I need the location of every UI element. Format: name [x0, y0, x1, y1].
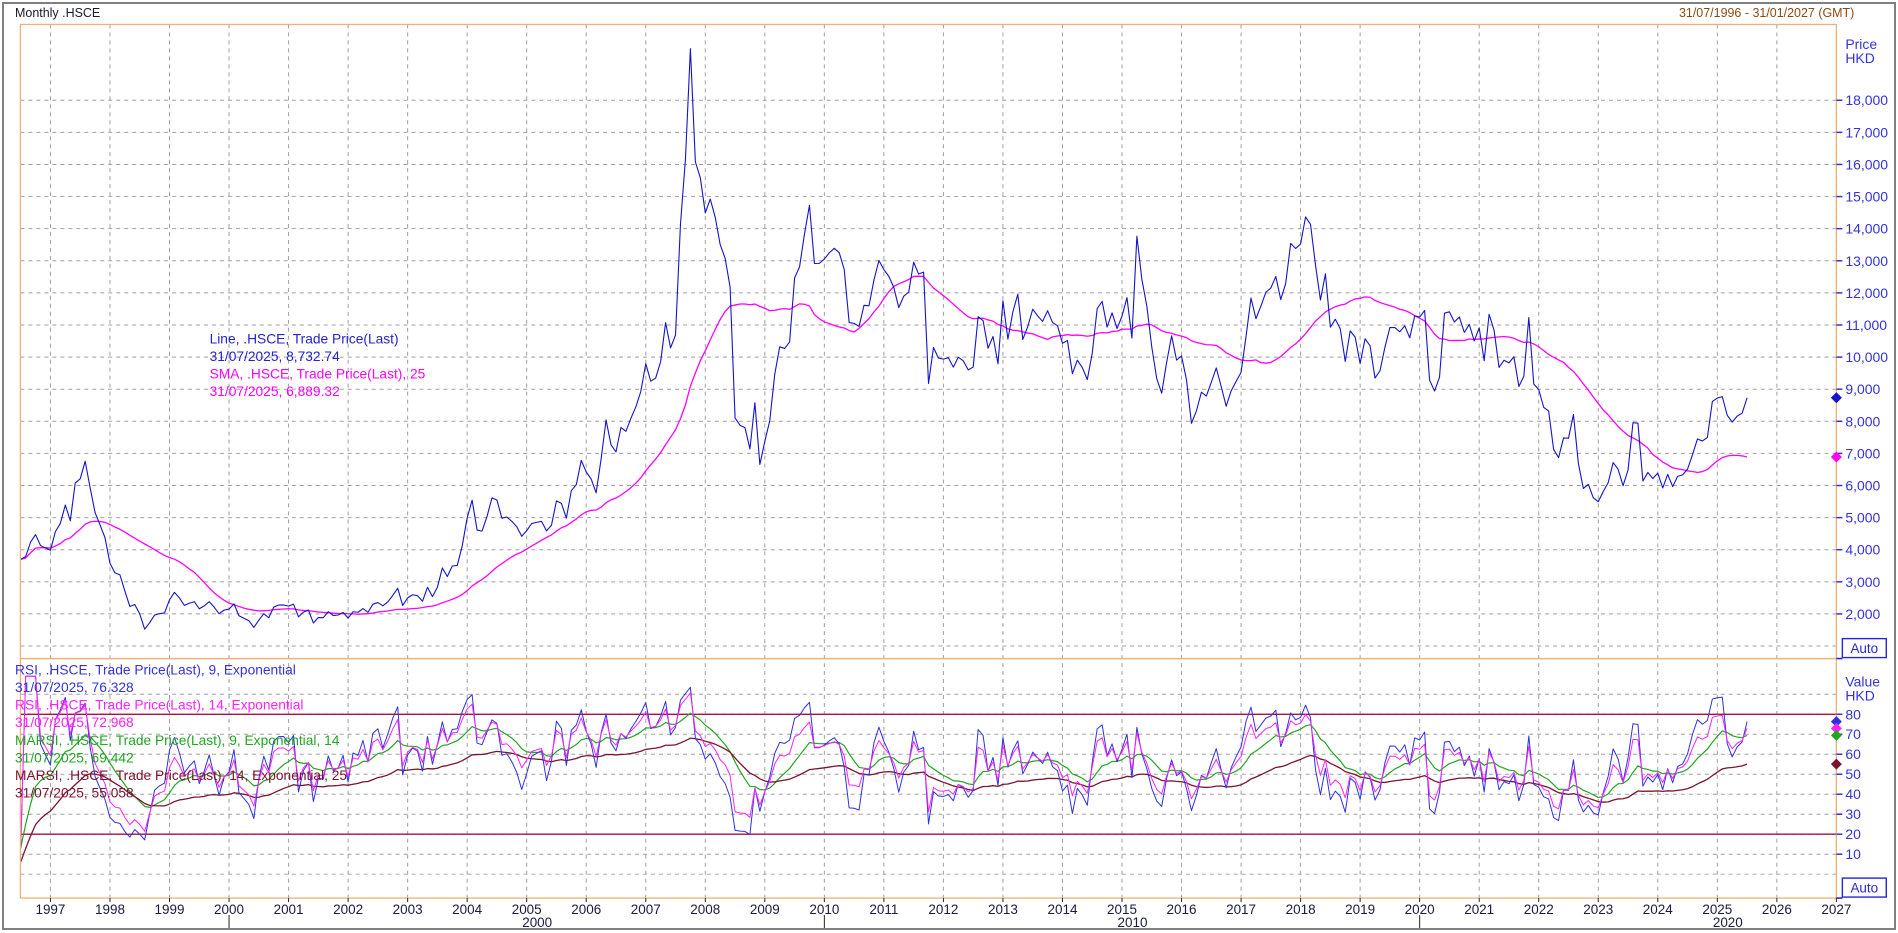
svg-text:31/07/2025, 6,889.32: 31/07/2025, 6,889.32	[210, 384, 340, 399]
svg-text:4,000: 4,000	[1845, 542, 1880, 558]
svg-text:1997: 1997	[35, 902, 65, 917]
svg-text:20: 20	[1845, 826, 1861, 842]
svg-text:14,000: 14,000	[1845, 221, 1888, 237]
svg-text:MARSI, .HSCE, Trade Price(Last: MARSI, .HSCE, Trade Price(Last), 14, Exp…	[15, 768, 347, 783]
svg-text:50: 50	[1845, 766, 1861, 782]
svg-text:31/07/2025, 8,732.74: 31/07/2025, 8,732.74	[210, 349, 340, 364]
svg-text:40: 40	[1845, 786, 1861, 802]
svg-text:31/07/2025, 76.328: 31/07/2025, 76.328	[15, 680, 134, 695]
svg-text:30: 30	[1845, 806, 1861, 822]
svg-text:12,000: 12,000	[1845, 285, 1888, 301]
svg-text:2024: 2024	[1643, 902, 1673, 917]
svg-text:80: 80	[1845, 706, 1861, 722]
svg-text:2000: 2000	[522, 915, 552, 928]
svg-text:2016: 2016	[1167, 902, 1197, 917]
svg-text:10,000: 10,000	[1845, 349, 1888, 365]
svg-text:HKD: HKD	[1845, 687, 1874, 703]
svg-text:31/07/2025, 55.058: 31/07/2025, 55.058	[15, 785, 134, 800]
svg-text:2007: 2007	[631, 902, 661, 917]
svg-text:Monthly .HSCE: Monthly .HSCE	[15, 6, 100, 20]
svg-text:16,000: 16,000	[1845, 156, 1888, 172]
svg-text:RSI, .HSCE, Trade Price(Last),: RSI, .HSCE, Trade Price(Last), 14, Expon…	[15, 698, 303, 713]
svg-text:HKD: HKD	[1845, 50, 1874, 66]
svg-text:2021: 2021	[1464, 902, 1494, 917]
svg-text:2022: 2022	[1524, 902, 1554, 917]
svg-text:13,000: 13,000	[1845, 253, 1888, 269]
svg-text:11,000: 11,000	[1845, 317, 1887, 333]
svg-text:RSI, .HSCE, Trade Price(Last),: RSI, .HSCE, Trade Price(Last), 9, Expone…	[15, 663, 296, 678]
svg-text:9,000: 9,000	[1845, 381, 1880, 397]
svg-text:2018: 2018	[1286, 902, 1316, 917]
svg-text:2017: 2017	[1226, 902, 1256, 917]
svg-text:1999: 1999	[155, 902, 185, 917]
svg-text:2002: 2002	[333, 902, 363, 917]
svg-text:2012: 2012	[928, 902, 958, 917]
svg-text:18,000: 18,000	[1845, 92, 1888, 108]
svg-text:17,000: 17,000	[1845, 124, 1888, 140]
svg-text:6,000: 6,000	[1845, 477, 1880, 493]
svg-text:2010: 2010	[1118, 915, 1148, 928]
svg-text:31/07/2025, 69.442: 31/07/2025, 69.442	[15, 750, 134, 765]
svg-text:2001: 2001	[274, 902, 304, 917]
svg-text:2019: 2019	[1345, 902, 1375, 917]
svg-text:2008: 2008	[690, 902, 720, 917]
svg-text:2013: 2013	[988, 902, 1018, 917]
svg-text:2023: 2023	[1583, 902, 1613, 917]
svg-text:15,000: 15,000	[1845, 189, 1888, 205]
svg-text:8,000: 8,000	[1845, 413, 1880, 429]
svg-text:2009: 2009	[750, 902, 780, 917]
svg-text:2006: 2006	[571, 902, 601, 917]
svg-text:Auto: Auto	[1850, 881, 1878, 896]
svg-text:2020: 2020	[1405, 902, 1435, 917]
svg-text:MARSI, .HSCE, Trade Price(Last: MARSI, .HSCE, Trade Price(Last), 9, Expo…	[15, 733, 340, 748]
svg-text:SMA, .HSCE, Trade Price(Last),: SMA, .HSCE, Trade Price(Last), 25	[210, 366, 426, 381]
svg-text:7,000: 7,000	[1845, 445, 1880, 461]
svg-text:2020: 2020	[1713, 915, 1743, 928]
svg-text:31/07/1996 - 31/01/2027 (GMT): 31/07/1996 - 31/01/2027 (GMT)	[1679, 6, 1854, 20]
svg-text:2000: 2000	[214, 902, 244, 917]
svg-text:70: 70	[1845, 726, 1861, 742]
svg-text:2014: 2014	[1047, 902, 1077, 917]
svg-text:2027: 2027	[1821, 902, 1851, 917]
svg-text:60: 60	[1845, 746, 1861, 762]
svg-text:Auto: Auto	[1850, 641, 1878, 656]
svg-text:3,000: 3,000	[1845, 574, 1880, 590]
svg-text:2,000: 2,000	[1845, 606, 1880, 622]
svg-text:1998: 1998	[95, 902, 125, 917]
svg-text:2011: 2011	[869, 902, 898, 917]
svg-text:31/07/2025, 72.968: 31/07/2025, 72.968	[15, 715, 134, 730]
svg-text:5,000: 5,000	[1845, 510, 1880, 526]
svg-text:Line, .HSCE, Trade Price(Last): Line, .HSCE, Trade Price(Last)	[210, 331, 399, 346]
svg-text:2026: 2026	[1762, 902, 1792, 917]
svg-text:2010: 2010	[809, 902, 839, 917]
svg-text:2004: 2004	[452, 902, 482, 917]
svg-text:2003: 2003	[393, 902, 423, 917]
svg-text:10: 10	[1845, 846, 1861, 862]
